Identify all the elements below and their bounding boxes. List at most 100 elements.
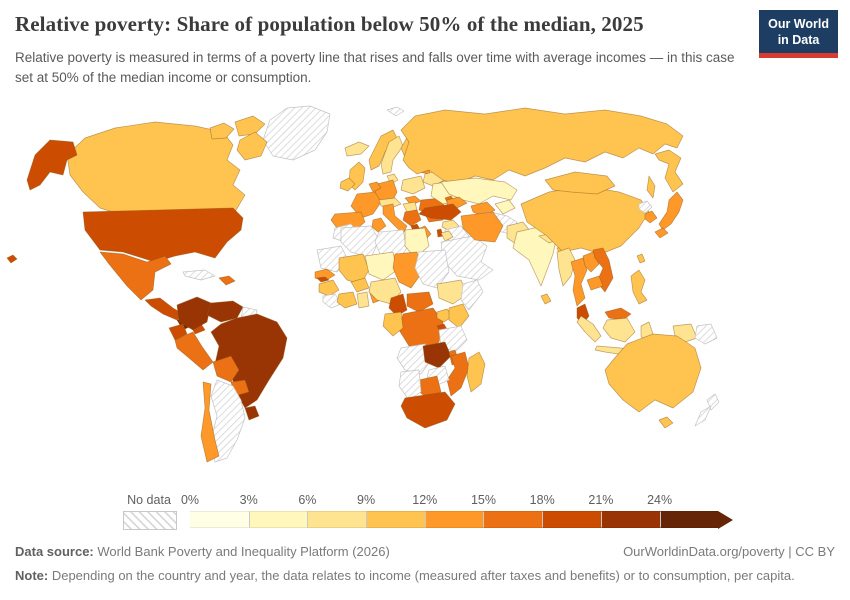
country-greenland[interactable] (262, 105, 331, 161)
legend-bin-0–3%[interactable] (190, 511, 249, 528)
legend-tick-24: 24% (647, 493, 673, 507)
country-papua-new-guinea[interactable] (694, 323, 718, 345)
country-cameroon[interactable] (388, 293, 408, 317)
legend-bin-18–21%[interactable] (542, 511, 601, 528)
country-new-zealand-south[interactable] (694, 405, 712, 427)
country-poland[interactable] (400, 175, 426, 195)
country-ireland[interactable] (339, 177, 356, 192)
country-uruguay[interactable] (244, 405, 260, 421)
country-colombia[interactable] (176, 296, 212, 331)
footer-license-link[interactable]: OurWorldinData.org/poverty | CC BY (623, 544, 835, 559)
country-south-africa[interactable] (400, 391, 456, 429)
country-peru[interactable] (174, 331, 214, 371)
country-somalia[interactable] (460, 279, 484, 311)
footer-note-text: Depending on the country and year, the d… (48, 568, 795, 583)
country-madagascar[interactable] (466, 351, 486, 393)
country-algeria[interactable] (340, 225, 380, 259)
country-angola[interactable] (396, 343, 432, 375)
country-niger[interactable] (364, 251, 398, 281)
country-turkey[interactable] (418, 203, 462, 221)
country-zambia[interactable] (422, 341, 452, 369)
country-japan-kyushu[interactable] (654, 227, 669, 239)
country-hispaniola[interactable] (218, 275, 236, 286)
country-north-korea[interactable] (638, 200, 653, 214)
country-japan[interactable] (658, 191, 684, 231)
country-ethiopia[interactable] (436, 279, 468, 305)
country-chile[interactable] (200, 381, 220, 463)
country-saudi-arabia[interactable] (440, 235, 494, 281)
country-france[interactable] (350, 191, 382, 219)
legend-bin-9–12%[interactable] (366, 511, 425, 528)
country-sweden[interactable] (380, 135, 404, 175)
country-guinea[interactable] (318, 279, 340, 297)
country-united-states[interactable] (82, 207, 244, 263)
country-canada[interactable] (66, 121, 246, 219)
footer-data-source-label: Data source: (15, 544, 94, 559)
legend-no-data-label: No data (127, 493, 171, 507)
country-canada-arctic[interactable] (209, 122, 235, 140)
country-malaysia-borneo[interactable] (604, 307, 632, 321)
country-iceland[interactable] (344, 141, 370, 157)
world-choropleth-map (5, 100, 845, 485)
country-philippines[interactable] (630, 269, 648, 305)
legend-tick-15: 15% (470, 493, 497, 507)
country-tasmania[interactable] (658, 416, 674, 429)
country-tunisia[interactable] (371, 217, 387, 233)
legend-tick-6: 6% (298, 493, 317, 507)
legend-color-bar (190, 510, 734, 529)
country-benelux[interactable] (368, 181, 382, 193)
country-myanmar[interactable] (556, 247, 576, 287)
owid-logo[interactable]: Our World in Data (759, 10, 838, 59)
legend-no-data-swatch[interactable] (123, 511, 177, 530)
country-kamchatka[interactable] (654, 149, 684, 193)
country-sierra-leone-liberia[interactable] (322, 293, 342, 309)
country-australia[interactable] (604, 333, 702, 413)
country-sudan[interactable] (414, 249, 450, 289)
legend-arrow-cap (718, 510, 734, 529)
country-gambia[interactable] (316, 276, 330, 283)
country-alaska[interactable] (26, 139, 78, 191)
country-chad[interactable] (392, 251, 422, 289)
country-congo-gabon[interactable] (382, 311, 404, 337)
chart-subtitle: Relative poverty is measured in terms of… (15, 50, 735, 86)
country-jordan[interactable] (440, 230, 454, 242)
country-mexico[interactable] (99, 251, 172, 301)
owid-logo-line1: Our World (768, 17, 829, 31)
country-south-korea[interactable] (644, 210, 658, 224)
country-kenya[interactable] (448, 303, 470, 329)
country-indonesia-kalimantan[interactable] (602, 317, 636, 343)
country-svalbard[interactable] (386, 106, 405, 117)
legend-bin-15–18%[interactable] (483, 511, 543, 528)
country-cote-divoire[interactable] (336, 291, 358, 309)
country-russia[interactable] (400, 107, 684, 185)
country-ecuador[interactable] (168, 323, 188, 341)
country-taiwan[interactable] (636, 253, 646, 264)
country-indonesia-sumatra[interactable] (576, 315, 602, 343)
country-sri-lanka[interactable] (540, 293, 552, 305)
country-mongolia[interactable] (544, 171, 616, 195)
legend-tick-9: 9% (357, 493, 376, 507)
country-serbia[interactable] (402, 209, 422, 227)
legend-bin-3–6%[interactable] (248, 511, 308, 528)
legend-bin-24%+[interactable] (659, 511, 719, 528)
country-canada-arctic[interactable] (234, 115, 266, 137)
country-iran[interactable] (460, 211, 504, 243)
country-ghana[interactable] (356, 291, 370, 309)
country-namibia[interactable] (398, 369, 422, 401)
legend-bin-12–15%[interactable] (424, 511, 484, 528)
country-kyrgyzstan-tajikistan[interactable] (494, 199, 516, 215)
legend-tick-21: 21% (588, 493, 614, 507)
legend-bin-6–9%[interactable] (307, 511, 367, 528)
legend-bin-21–24%[interactable] (600, 511, 660, 528)
country-burkina-faso[interactable] (350, 277, 370, 293)
country-cuba[interactable] (182, 269, 216, 281)
country-argentina[interactable] (210, 379, 246, 463)
country-mozambique[interactable] (446, 351, 470, 397)
country-bolivia[interactable] (212, 355, 240, 383)
country-sakhalin[interactable] (646, 175, 656, 199)
country-central-african-republic[interactable] (406, 291, 434, 313)
country-hawaii[interactable] (6, 254, 18, 264)
footer-note-label: Note: (15, 568, 49, 583)
country-canada-baffin[interactable] (236, 131, 268, 161)
country-cambodia[interactable] (586, 275, 604, 291)
